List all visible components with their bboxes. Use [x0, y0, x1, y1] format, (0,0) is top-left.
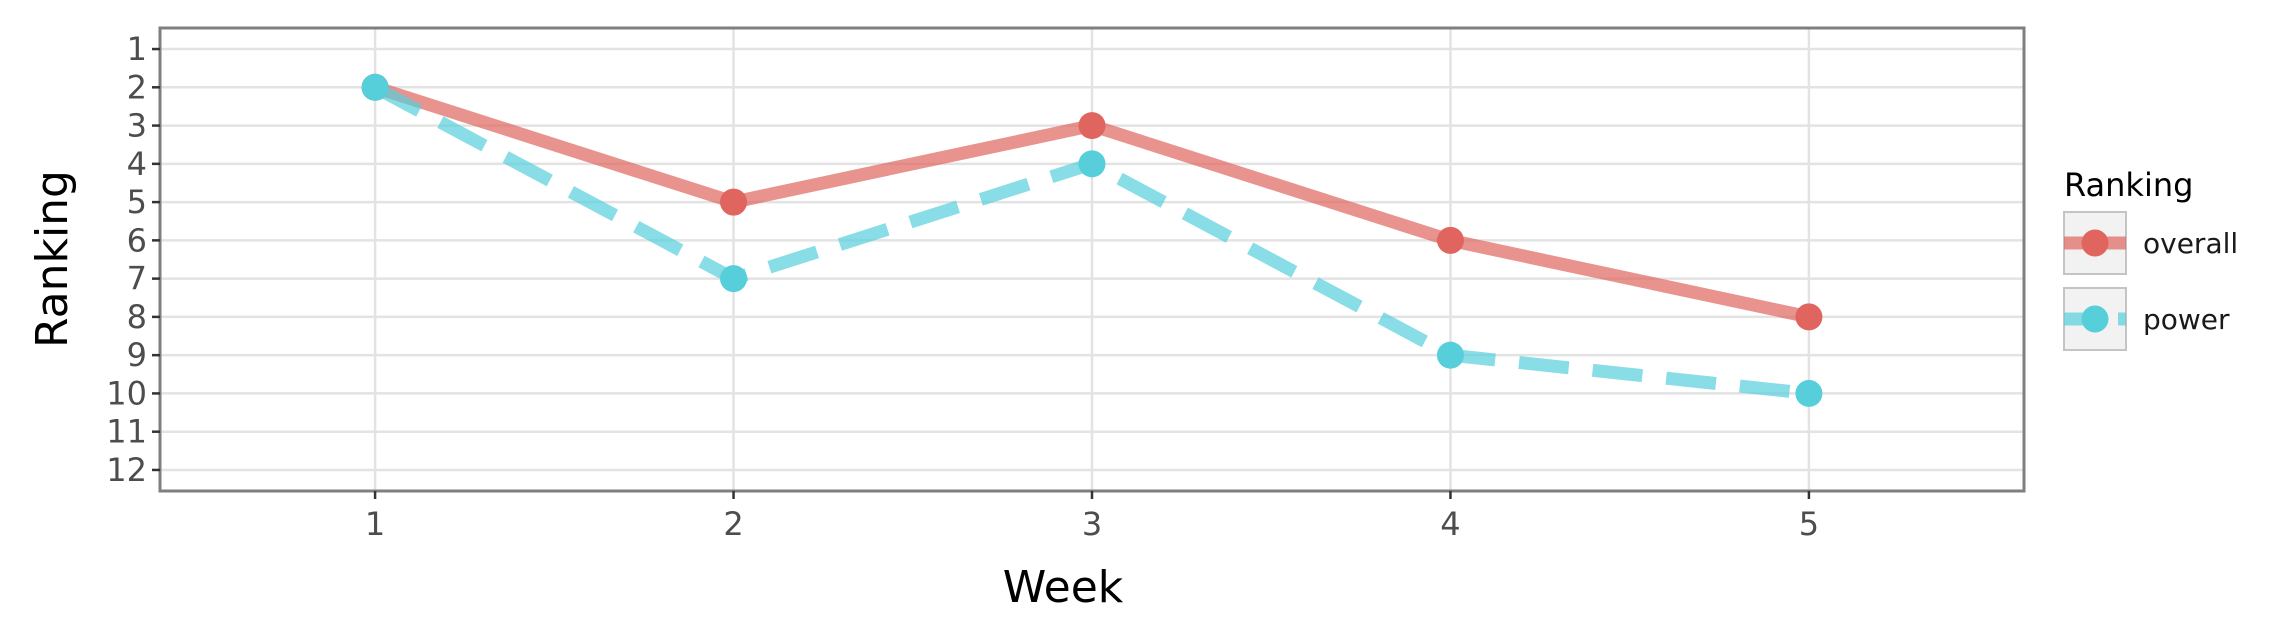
x-tick-label: 5	[1799, 505, 1819, 543]
y-tick-label: 1	[127, 30, 147, 68]
y-tick-label: 3	[127, 107, 147, 145]
y-tick-label: 5	[127, 183, 147, 221]
legend: Ranking overall power	[2063, 166, 2238, 351]
legend-label-power: power	[2143, 303, 2230, 336]
data-point-overall	[720, 188, 748, 216]
x-tick-label: 1	[365, 505, 385, 543]
y-tick-label: 12	[106, 451, 147, 489]
y-tick-label: 6	[127, 221, 147, 259]
data-point-power	[361, 73, 389, 101]
x-tick-label: 4	[1440, 505, 1460, 543]
legend-key-point-power	[2081, 305, 2109, 333]
y-tick-label: 11	[106, 413, 147, 451]
y-tick-label: 10	[106, 374, 147, 412]
x-tick-label: 2	[723, 505, 743, 543]
data-point-power	[1078, 150, 1106, 178]
data-point-overall	[1078, 112, 1106, 140]
data-point-power	[1436, 341, 1464, 369]
y-tick-label: 8	[127, 298, 147, 336]
x-axis-ticks: 1 2 3 4 5	[365, 491, 1819, 543]
x-tick-label: 3	[1082, 505, 1102, 543]
y-tick-label: 7	[127, 260, 147, 298]
y-tick-label: 9	[127, 336, 147, 374]
legend-key-point-overall	[2081, 229, 2109, 257]
legend-label-overall: overall	[2143, 227, 2238, 260]
data-point-power	[720, 265, 748, 293]
data-point-overall	[1436, 226, 1464, 254]
x-axis-title: Week	[1003, 562, 1124, 613]
legend-title: Ranking	[2064, 166, 2193, 204]
y-axis-title: Ranking	[27, 170, 78, 348]
y-tick-label: 2	[127, 68, 147, 106]
points-layer	[361, 73, 1823, 407]
grid-lines	[160, 28, 2024, 491]
data-point-power	[1795, 379, 1823, 407]
data-point-overall	[1795, 303, 1823, 331]
y-tick-label: 4	[127, 145, 147, 183]
